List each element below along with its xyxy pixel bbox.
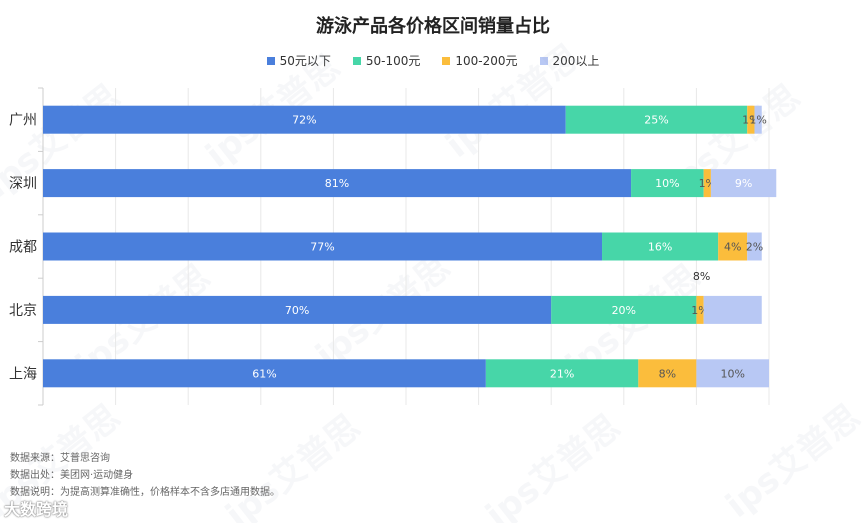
bar-label-1-0: 81%: [325, 177, 349, 190]
bar-label-3-3: 8%: [693, 270, 710, 283]
bar-segment-3-3: [703, 295, 762, 324]
legend-swatch-under-50: [266, 56, 275, 65]
category-label-4: 上海: [9, 366, 37, 382]
bar-segment-1-0: [43, 169, 632, 198]
bar-label-0-0: 72%: [292, 114, 316, 127]
chart-notes: 数据来源：艾普思咨询 数据出处：美团网·运动健身 数据说明：为提高测算准确性，价…: [10, 450, 280, 501]
bar-label-3-1: 20%: [612, 304, 636, 317]
bar-segment-2-1: [602, 232, 719, 261]
legend-label-over-200: 200以上: [552, 54, 600, 68]
watermark-text-9: ips艾普思: [479, 407, 628, 523]
bar-segment-4-1: [485, 359, 639, 388]
bar-segment-4-3: [696, 359, 769, 388]
bar-label-4-1: 21%: [550, 367, 574, 380]
chart-legend: 50元以下 50-100元 100-200元 200以上: [0, 52, 866, 69]
bar-label-3-0: 70%: [285, 304, 309, 317]
legend-swatch-50-100: [352, 56, 361, 65]
category-label-0: 广州: [9, 113, 37, 129]
bar-segment-3-1: [551, 295, 697, 324]
category-label-2: 成都: [9, 240, 37, 256]
category-label-3: 北京: [9, 303, 37, 319]
note-explanation: 数据说明：为提高测算准确性，价格样本不含多店通用数据。: [10, 487, 280, 498]
bar-label-2-2: 4%: [724, 241, 741, 254]
bar-segment-1-3: [710, 169, 777, 198]
legend-label-under-50: 50元以下: [279, 54, 331, 68]
note-source: 数据来源：艾普思咨询: [10, 453, 110, 464]
bar-label-2-0: 77%: [310, 241, 334, 254]
bar-label-1-1: 10%: [655, 177, 679, 190]
bar-segment-4-0: [43, 359, 486, 388]
brand-logo: 大数跨境: [4, 500, 69, 519]
legend-item-50-100[interactable]: 50-100元: [352, 52, 421, 69]
legend-item-over-200[interactable]: 200以上: [539, 52, 600, 69]
bar-label-4-2: 8%: [659, 367, 676, 380]
legend-label-50-100: 50-100元: [365, 54, 421, 68]
bar-segment-0-1: [565, 105, 748, 134]
bar-segment-0-2: [747, 105, 755, 134]
bar-segment-3-2: [696, 295, 704, 324]
watermark-text-10: ips艾普思: [719, 397, 866, 523]
bar-segment-1-2: [703, 169, 711, 198]
bar-label-4-0: 61%: [252, 367, 276, 380]
legend-label-100-200: 100-200元: [455, 54, 518, 68]
bar-label-2-3: 2%: [746, 241, 763, 254]
category-label-1: 深圳: [9, 176, 37, 192]
note-origin: 数据出处：美团网·运动健身: [10, 470, 134, 481]
bar-label-1-3: 9%: [735, 177, 752, 190]
chart-title: 游泳产品各价格区间销量占比: [316, 16, 550, 37]
bar-label-0-3: 1%: [749, 114, 766, 127]
bar-segment-2-2: [718, 232, 748, 261]
legend-swatch-over-200: [539, 56, 548, 65]
bar-segment-1-1: [631, 169, 704, 198]
bar-segment-2-0: [43, 232, 603, 261]
bar-segment-3-0: [43, 295, 552, 324]
legend-item-100-200[interactable]: 100-200元: [442, 52, 518, 69]
legend-swatch-100-200: [442, 56, 451, 65]
bar-label-2-1: 16%: [648, 241, 672, 254]
bar-label-4-3: 10%: [720, 367, 744, 380]
bar-segment-4-2: [638, 359, 697, 388]
bar-label-0-1: 25%: [644, 114, 668, 127]
bar-segment-2-3: [747, 232, 762, 261]
bar-segment-0-0: [43, 105, 566, 134]
watermark-text-2: ips艾普思: [439, 37, 588, 166]
legend-item-under-50[interactable]: 50元以下: [266, 52, 331, 69]
bar-segment-0-3: [754, 105, 762, 134]
